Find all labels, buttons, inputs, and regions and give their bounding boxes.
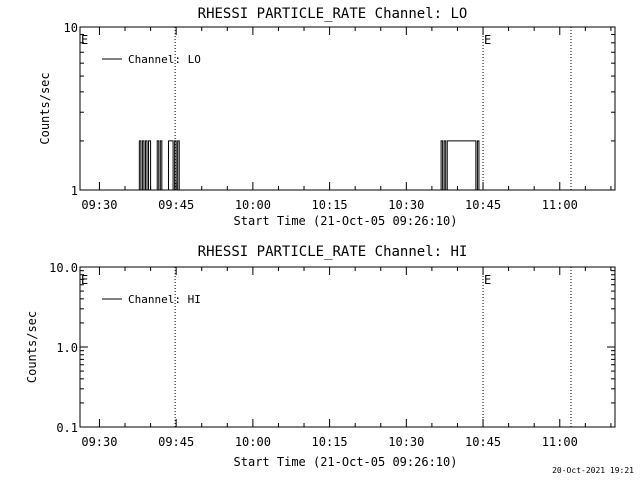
- x-tick-label-lo: 11:00: [542, 198, 578, 212]
- legend-label-lo: Channel: LO: [128, 53, 201, 66]
- y-tick-label-lo: 10: [64, 21, 78, 35]
- x-tick-label-hi: 09:45: [158, 435, 194, 449]
- x-tick-label-hi: 10:30: [388, 435, 424, 449]
- x-tick-label-lo: 10:30: [388, 198, 424, 212]
- event-marker-lo: E: [81, 33, 88, 47]
- legend-label-hi: Channel: HI: [128, 293, 201, 306]
- x-tick-label-lo: 09:45: [158, 198, 194, 212]
- series-line-lo: [137, 140, 480, 191]
- y-tick-label-hi: 1.0: [56, 341, 78, 355]
- x-tick-label-hi: 11:00: [542, 435, 578, 449]
- x-tick-label-hi: 10:00: [235, 435, 271, 449]
- x-tick-label-lo: 10:15: [312, 198, 348, 212]
- x-tick-label-lo: 10:00: [235, 198, 271, 212]
- x-axis-label-lo: Start Time (21-Oct-05 09:26:10): [234, 214, 458, 228]
- x-tick-label-lo: 09:30: [81, 198, 117, 212]
- x-tick-label-hi: 10:45: [465, 435, 501, 449]
- y-tick-label-hi: 10.0: [49, 261, 78, 275]
- event-marker-hi: E: [484, 273, 491, 287]
- generation-timestamp: 20-Oct-2021 19:21: [552, 466, 634, 475]
- x-tick-label-hi: 09:30: [81, 435, 117, 449]
- event-marker-hi: E: [81, 273, 88, 287]
- event-marker-lo: E: [484, 33, 491, 47]
- chart-title-hi: RHESSI PARTICLE_RATE Channel: HI: [198, 244, 468, 260]
- y-axis-label-lo: Counts/sec: [38, 72, 52, 144]
- chart-title-lo: RHESSI PARTICLE_RATE Channel: LO: [198, 6, 468, 22]
- x-tick-label-hi: 10:15: [312, 435, 348, 449]
- y-tick-label-hi: 0.1: [56, 421, 78, 435]
- x-tick-label-lo: 10:45: [465, 198, 501, 212]
- x-axis-label-hi: Start Time (21-Oct-05 09:26:10): [234, 455, 458, 469]
- y-tick-label-lo: 1: [71, 184, 78, 198]
- y-axis-label-hi: Counts/sec: [25, 311, 39, 383]
- plot-frame-hi: [79, 266, 616, 428]
